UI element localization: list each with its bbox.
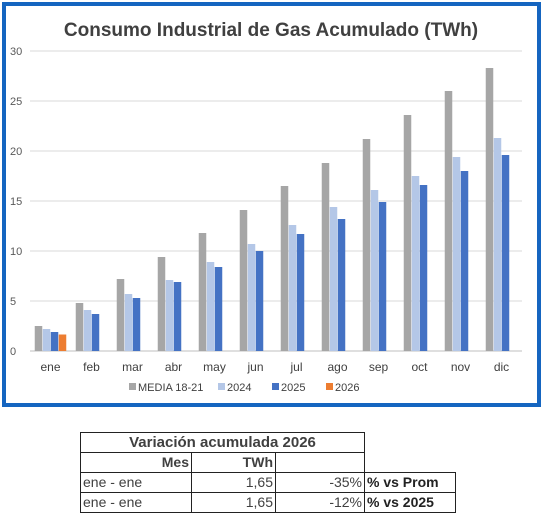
- y-tick-label: 30: [10, 46, 22, 58]
- table-title: Variación acumulada 2026: [80, 432, 365, 453]
- legend-label: 2026: [335, 382, 359, 394]
- bar: [501, 155, 510, 351]
- x-tick-label: oct: [411, 360, 428, 374]
- bar: [362, 139, 371, 351]
- y-tick-label: 10: [10, 246, 22, 258]
- legend-swatch: [272, 383, 279, 390]
- bar: [452, 157, 461, 351]
- bar: [50, 332, 59, 351]
- bar: [214, 267, 223, 351]
- x-tick-label: abr: [165, 360, 182, 374]
- variation-table: Variación acumulada 2026 Mes TWh ene - e…: [80, 432, 456, 513]
- y-axis-ticks: 0 5 10 15 20 25 30: [10, 46, 22, 358]
- legend-swatch: [326, 383, 333, 390]
- x-tick-label: nov: [451, 360, 470, 374]
- bar: [329, 207, 338, 351]
- bar: [116, 279, 125, 351]
- table-row: ene - ene 1,65 -12% % vs 2025: [80, 492, 456, 513]
- bar: [288, 225, 297, 351]
- header-empty: [275, 452, 365, 473]
- bar: [124, 294, 133, 351]
- bar: [370, 190, 379, 351]
- chart-svg: Consumo Industrial de Gas Acumulado (TWh…: [10, 20, 522, 394]
- y-tick-label: 0: [10, 346, 16, 358]
- chart-frame: Consumo Industrial de Gas Acumulado (TWh…: [2, 2, 541, 407]
- bar: [378, 202, 387, 351]
- bar: [165, 280, 174, 351]
- bar: [321, 163, 330, 351]
- bar: [485, 68, 494, 351]
- row-twh: 1,65: [191, 472, 276, 493]
- bar: [42, 329, 51, 351]
- bar: [460, 171, 469, 351]
- legend-swatch: [218, 383, 225, 390]
- bar: [411, 176, 420, 351]
- bar: [239, 210, 248, 351]
- bar: [247, 244, 256, 351]
- bar: [198, 233, 207, 351]
- bar: [157, 257, 166, 351]
- legend: MEDIA 18-21 2024 2025 2026: [129, 382, 359, 394]
- bar: [206, 262, 215, 351]
- x-tick-label: sep: [369, 360, 389, 374]
- bar: [419, 185, 428, 351]
- row-mes: ene - ene: [80, 472, 192, 493]
- bar: [296, 234, 305, 351]
- table-row: ene - ene 1,65 -35% % vs Prom: [80, 472, 456, 493]
- chart-title: Consumo Industrial de Gas Acumulado (TWh…: [64, 20, 478, 41]
- row-label: % vs 2025: [364, 492, 456, 513]
- bar: [173, 282, 182, 351]
- legend-label: 2024: [227, 382, 251, 394]
- x-tick-label: jun: [246, 360, 263, 374]
- bar: [280, 186, 289, 351]
- bar: [493, 138, 502, 351]
- x-tick-label: dic: [494, 360, 509, 374]
- legend-label: 2025: [281, 382, 305, 394]
- bar: [58, 334, 67, 351]
- y-tick-label: 20: [10, 146, 22, 158]
- x-tick-label: feb: [83, 360, 100, 374]
- bar: [132, 298, 141, 351]
- row-pct: -35%: [275, 472, 365, 493]
- row-label: % vs Prom: [364, 472, 456, 493]
- grid-layer: [30, 50, 522, 352]
- x-tick-label: jul: [289, 360, 302, 374]
- x-tick-label: ago: [327, 360, 347, 374]
- bar: [34, 326, 43, 351]
- header-twh: TWh: [191, 452, 276, 473]
- bar: [255, 251, 264, 351]
- row-twh: 1,65: [191, 492, 276, 513]
- bar: [83, 310, 92, 351]
- y-tick-label: 25: [10, 96, 22, 108]
- y-tick-label: 5: [10, 296, 16, 308]
- bar-layer: [34, 68, 510, 351]
- bar: [444, 91, 453, 351]
- legend-label: MEDIA 18-21: [138, 382, 203, 394]
- bar: [75, 303, 84, 351]
- bar: [91, 314, 100, 351]
- x-tick-label: ene: [40, 360, 60, 374]
- row-mes: ene - ene: [80, 492, 192, 513]
- bar: [337, 219, 346, 351]
- header-mes: Mes: [80, 452, 192, 473]
- bar: [403, 115, 412, 351]
- x-tick-label: mar: [122, 360, 143, 374]
- x-tick-label: may: [203, 360, 226, 374]
- y-tick-label: 15: [10, 196, 22, 208]
- row-pct: -12%: [275, 492, 365, 513]
- x-axis-ticks: ene feb mar abr may jun jul ago sep oct nov dic: [40, 360, 509, 374]
- legend-swatch: [129, 383, 136, 390]
